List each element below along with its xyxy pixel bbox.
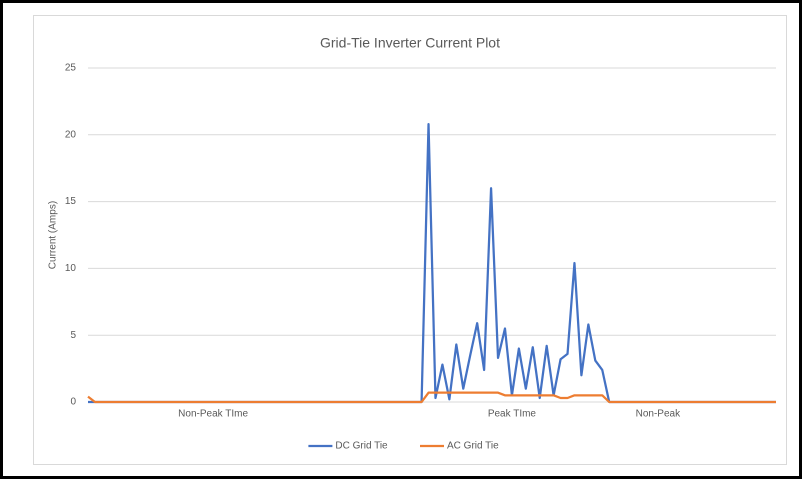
y-tick-label: 15	[65, 196, 77, 207]
x-tick-label: Peak TIme	[488, 409, 537, 420]
y-axis-label: Current (Amps)	[48, 201, 59, 269]
x-tick-label: Non-Peak	[636, 409, 681, 420]
x-tick-label: Non-Peak TIme	[178, 409, 248, 420]
chart-title: Grid-Tie Inverter Current Plot	[320, 35, 500, 51]
chart-area	[33, 15, 787, 465]
y-tick-label: 20	[65, 129, 77, 140]
y-tick-label: 10	[65, 263, 77, 274]
legend-label: AC Grid Tie	[447, 441, 499, 452]
legend-label: DC Grid Tie	[335, 441, 388, 452]
y-tick-label: 0	[70, 397, 76, 408]
data-line	[87, 391, 776, 404]
y-tick-label: 5	[70, 330, 76, 341]
y-tick-label: 25	[65, 63, 77, 74]
